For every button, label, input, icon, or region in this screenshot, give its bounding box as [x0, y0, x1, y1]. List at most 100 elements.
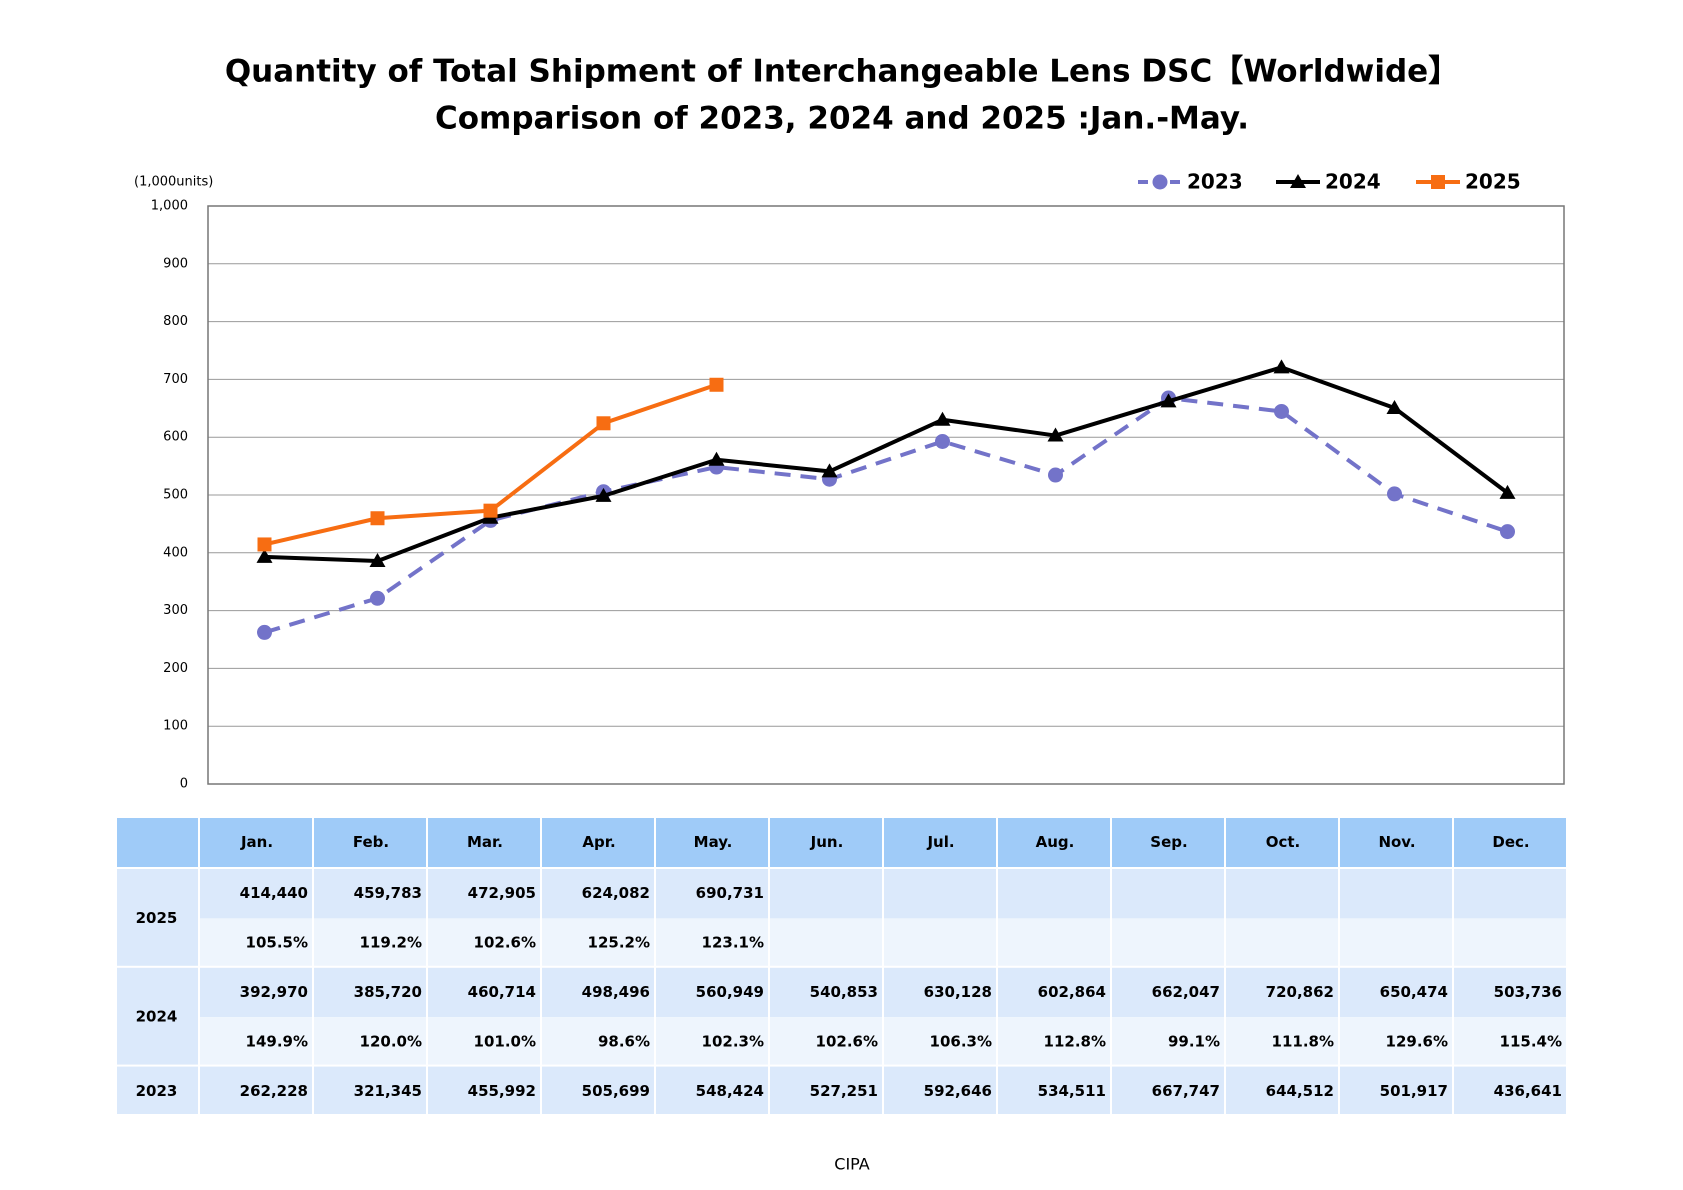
- table-cell: [1112, 1066, 1224, 1114]
- table-cell: [998, 967, 1110, 1018]
- table-cell: [1340, 967, 1452, 1018]
- table-row-label-cell: [117, 967, 198, 1065]
- point: [1274, 403, 1289, 419]
- table-row-label-cell: [117, 1066, 198, 1114]
- table-cell: [770, 1066, 882, 1114]
- table-cell: [542, 967, 654, 1018]
- y-tick-label: 800: [163, 314, 188, 329]
- legend-label: 2024: [1325, 170, 1381, 194]
- table-header-label: Sep.: [1150, 833, 1187, 851]
- table-cell-text: 120.0%: [360, 1032, 422, 1050]
- table-cell-text: 101.0%: [474, 1032, 536, 1050]
- table-cell: [884, 918, 996, 966]
- table-cell-text: 321,345: [354, 1082, 422, 1100]
- table-cell-text: 99.1%: [1168, 1032, 1220, 1050]
- table-cell: [656, 1017, 768, 1065]
- point: [256, 548, 273, 563]
- table-header-cell: [117, 818, 198, 867]
- table-cell: [1340, 1066, 1452, 1114]
- table-header-label: May.: [694, 833, 733, 851]
- table-cell: [770, 1017, 882, 1065]
- table-cell-text: 498,496: [582, 983, 650, 1001]
- table-cell-text: 149.9%: [246, 1032, 308, 1050]
- point: [708, 451, 725, 466]
- point: [257, 537, 272, 552]
- plot-frame: [207, 205, 1565, 785]
- table-header-label: Oct.: [1266, 833, 1301, 851]
- table-cell: [1454, 967, 1566, 1018]
- point: [821, 463, 838, 478]
- point: [709, 377, 724, 392]
- table-header-cell: [1112, 818, 1224, 867]
- table-cell-text: 262,228: [240, 1082, 308, 1100]
- y-tick-label: 100: [163, 719, 188, 734]
- table-cell-text: 102.6%: [816, 1032, 878, 1050]
- table-cell: [542, 869, 654, 919]
- table-cell: [998, 918, 1110, 966]
- table-cell: [1112, 967, 1224, 1018]
- point: [1273, 359, 1290, 374]
- series-line: [264, 365, 1509, 564]
- table-cell: [884, 967, 996, 1018]
- table-cell: [1454, 918, 1566, 966]
- table-cell-text: 560,949: [696, 983, 764, 1001]
- table-cell: [428, 967, 540, 1018]
- table-cell-text: 548,424: [696, 1082, 764, 1100]
- table-cell: [1454, 1066, 1566, 1114]
- point: [1500, 524, 1515, 540]
- table-cell: [656, 918, 768, 966]
- y-tick-label: 0: [180, 777, 188, 792]
- table-cell: [200, 967, 312, 1018]
- table-cell-text: 720,862: [1266, 983, 1334, 1001]
- table-row-label-cell: [117, 869, 198, 966]
- y-tick-label: 1,000: [151, 199, 188, 214]
- table-row-label: 2024: [136, 1008, 178, 1026]
- table-cell: [1226, 869, 1338, 919]
- table-cell: [656, 869, 768, 919]
- table-cell-text: 501,917: [1380, 1082, 1448, 1100]
- table-cell: [428, 869, 540, 919]
- table-cell: [770, 918, 882, 966]
- table-header-cell: [770, 818, 882, 867]
- table-cell: [1454, 869, 1566, 919]
- table-cell-text: 106.3%: [930, 1032, 992, 1050]
- table-cell-text: 112.8%: [1044, 1032, 1106, 1050]
- table-header-label: Jul.: [926, 833, 954, 851]
- table-header-label: Jan.: [240, 833, 273, 851]
- table-header-cell: [1226, 818, 1338, 867]
- point: [369, 553, 386, 568]
- table-cell: [1226, 967, 1338, 1018]
- table-cell-text: 455,992: [468, 1082, 536, 1100]
- point: [370, 590, 385, 606]
- table-cell-text: 129.6%: [1386, 1032, 1448, 1050]
- table-cell: [884, 1066, 996, 1114]
- table-cell-text: 105.5%: [246, 934, 308, 952]
- table-cell: [1226, 1017, 1338, 1065]
- table-header-label: Nov.: [1378, 833, 1415, 851]
- table-cell-text: 111.8%: [1272, 1032, 1334, 1050]
- table-cell-text: 125.2%: [588, 934, 650, 952]
- table-cell: [770, 967, 882, 1018]
- table-cell: [884, 869, 996, 919]
- table-header-cell: [542, 818, 654, 867]
- y-tick-label: 400: [163, 545, 188, 560]
- table-cell: [314, 1017, 426, 1065]
- table-cell-text: 460,714: [468, 983, 536, 1001]
- table-cell: [998, 1066, 1110, 1114]
- table-cell: [314, 1066, 426, 1114]
- legend-label: 2025: [1465, 170, 1521, 194]
- point: [370, 511, 385, 526]
- table-cell-text: 102.6%: [474, 934, 536, 952]
- table-cell: [1112, 918, 1224, 966]
- table-cell: [998, 1017, 1110, 1065]
- point: [1160, 393, 1177, 408]
- table-cell: [200, 1066, 312, 1114]
- series-line: [263, 396, 1509, 635]
- table-cell: [428, 1017, 540, 1065]
- table-cell: [200, 869, 312, 919]
- point: [483, 503, 498, 518]
- table-cell-text: 690,731: [696, 884, 764, 902]
- table-cell: [1226, 918, 1338, 966]
- table-cell-text: 459,783: [354, 884, 422, 902]
